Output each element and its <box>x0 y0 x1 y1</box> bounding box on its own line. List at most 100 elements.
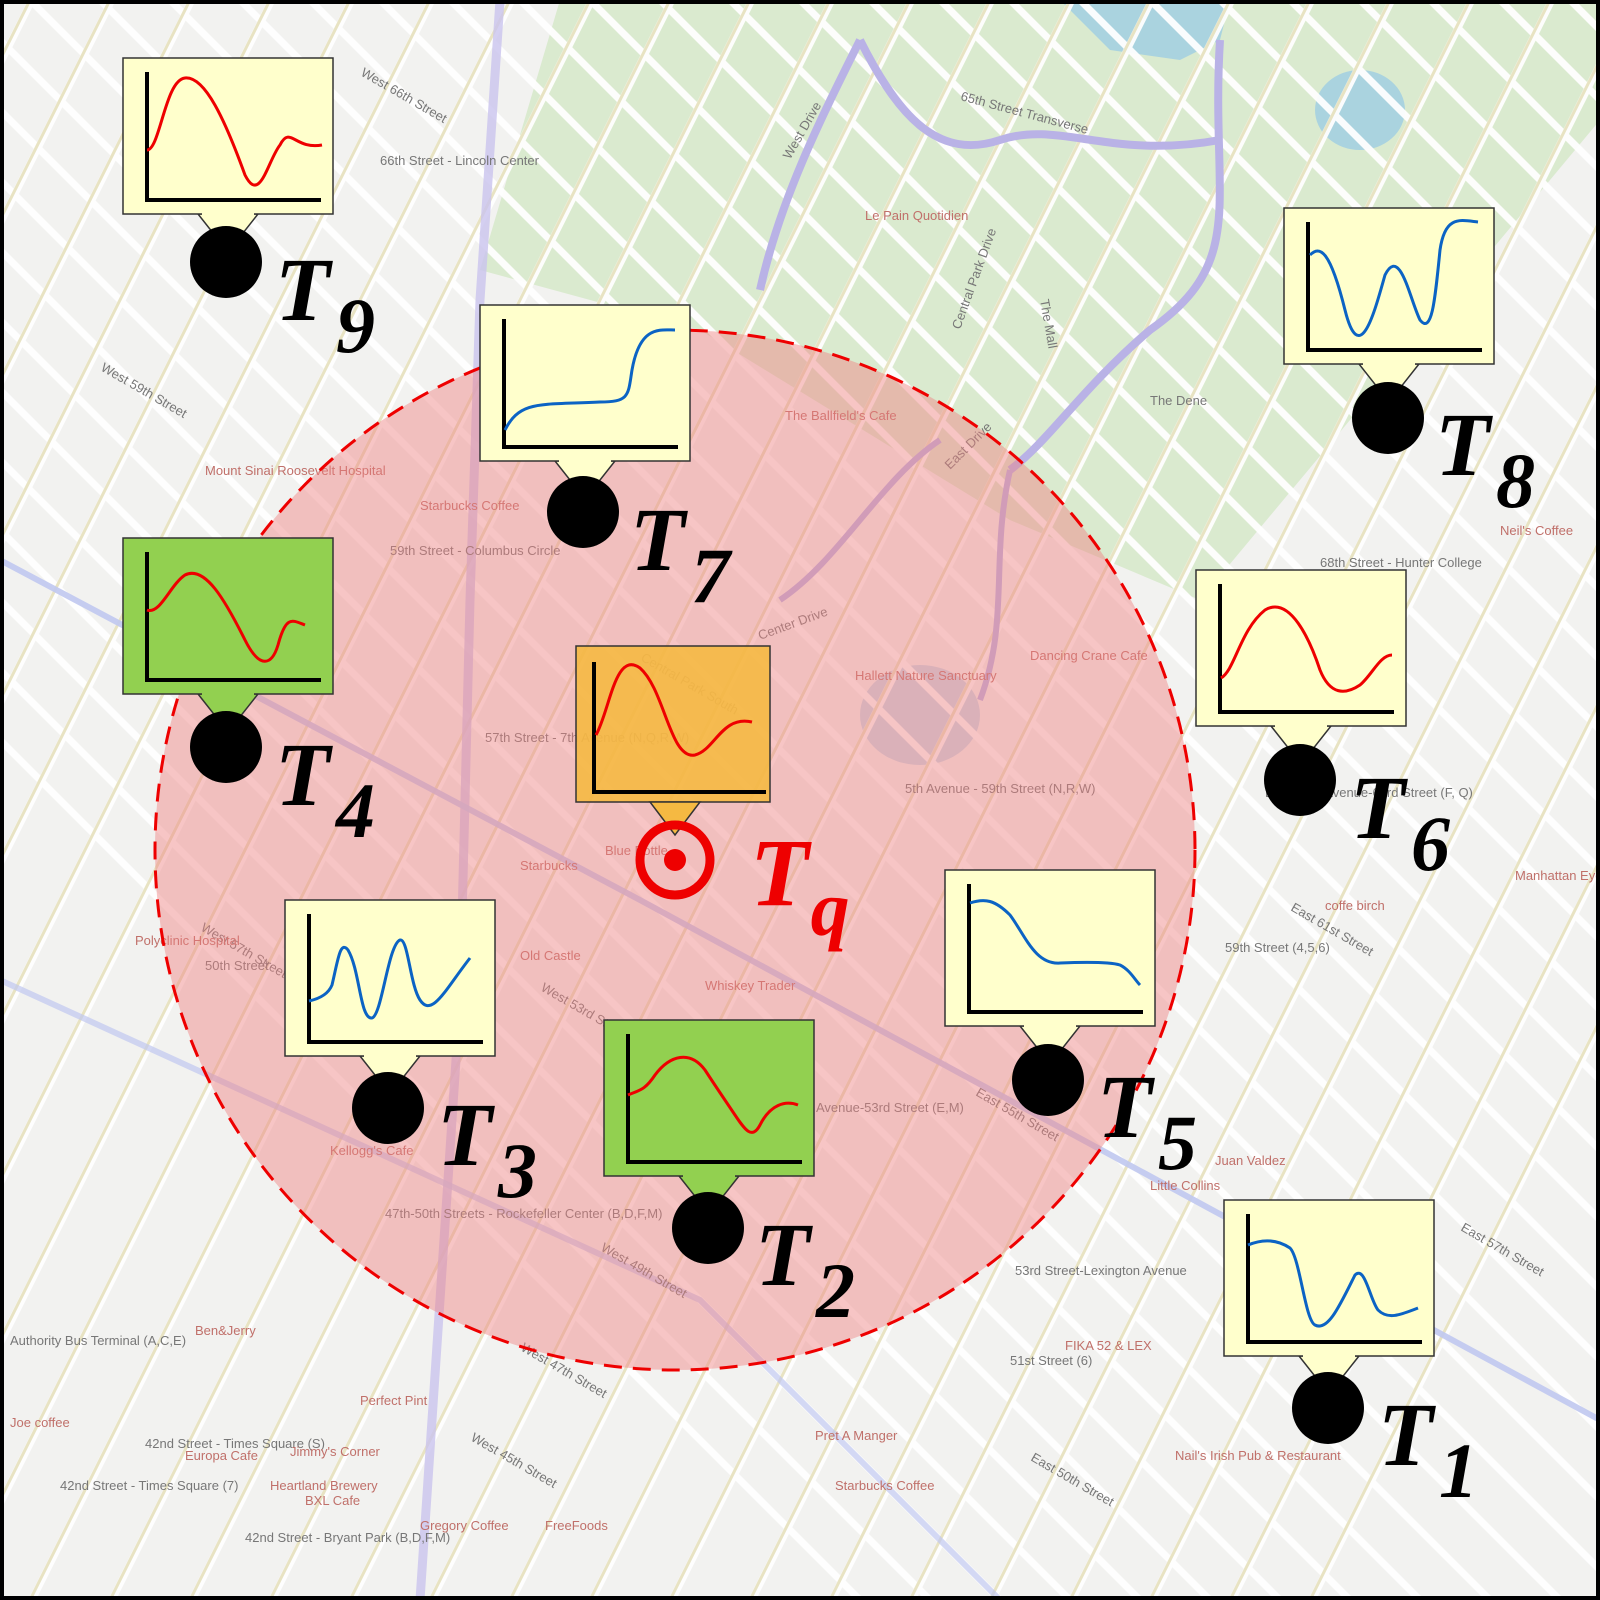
query-label: Tq <box>750 819 850 952</box>
sensor-t9[interactable]: T9 <box>122 57 375 369</box>
poi-label: FIKA 52 & LEX <box>1065 1338 1152 1353</box>
sensor-point-icon <box>190 226 262 298</box>
sensor-t6[interactable]: T6 <box>1195 569 1450 887</box>
sensor-t1[interactable]: T1 <box>1223 1199 1478 1514</box>
sensor-label: T6 <box>1350 759 1450 887</box>
time-series-line <box>1220 605 1393 693</box>
street <box>349 3 1151 1597</box>
street-label: 5th Avenue - 59th Street (N,R,W) <box>905 781 1096 796</box>
poi-label: Blue Bottle <box>605 843 668 858</box>
time-series-line <box>1308 219 1479 338</box>
sensor-label: T1 <box>1378 1386 1478 1514</box>
time-series-line <box>146 571 306 663</box>
avenue <box>3 3 195 386</box>
sensor-callout <box>1223 1199 1435 1357</box>
street <box>3 3 431 858</box>
street <box>3 3 751 1498</box>
avenue <box>1229 862 1597 1597</box>
sensor-label: T5 <box>1097 1058 1197 1186</box>
poi-label: Ben&Jerry <box>195 1323 256 1338</box>
sensor-label: T7 <box>630 491 733 619</box>
sensor-point-icon <box>547 476 619 548</box>
sensor-t7[interactable]: T7 <box>479 304 733 619</box>
chart-axes <box>626 1034 802 1164</box>
poi-label: Pret A Manger <box>815 1428 898 1443</box>
poi-label: Little Collins <box>1150 1178 1221 1193</box>
sensor-point-icon <box>1264 744 1336 816</box>
street <box>429 3 1231 1597</box>
sensor-t3[interactable]: T3 <box>284 899 537 1214</box>
avenue <box>109 3 915 1597</box>
sensor-t2[interactable]: T2 <box>603 1019 855 1334</box>
sensor-t4[interactable]: T4 <box>122 537 375 854</box>
chart-axes <box>967 884 1143 1014</box>
street <box>3 3 511 1018</box>
chart-axes <box>1246 1214 1422 1344</box>
target-icon <box>635 820 715 900</box>
subway-line <box>3 978 1002 1597</box>
query-marker[interactable]: Tq <box>575 645 850 952</box>
chart-axes <box>502 319 678 449</box>
poi-label: Kellogg's Cafe <box>330 1143 413 1158</box>
street-label: 42nd Street - Times Square (S) <box>145 1436 325 1451</box>
street <box>3 248 1352 1597</box>
sensor-t5[interactable]: T5 <box>944 869 1197 1186</box>
query-subscript: q <box>811 865 850 952</box>
park-drive <box>778 437 942 603</box>
street <box>3 388 1212 1597</box>
sensor-subscript: 4 <box>334 767 375 854</box>
sensor-t8[interactable]: T8 <box>1283 207 1535 524</box>
street-label: 59th Street - Columbus Circle <box>390 543 561 558</box>
sensor-callout <box>122 57 334 215</box>
sensor-callout <box>122 537 334 695</box>
street <box>1218 3 1597 382</box>
street <box>189 3 991 1597</box>
avenue <box>989 382 1597 1597</box>
street <box>3 3 191 378</box>
avenue <box>349 3 1155 1597</box>
poi-label: Whiskey Trader <box>705 978 796 993</box>
street-label: 66th Street - Lincoln Center <box>380 153 540 168</box>
poi-label: coffe birch <box>1325 898 1385 913</box>
poi-label: Manhattan Eye Ear and Throat Hospital <box>1515 868 1600 883</box>
street <box>1069 542 1597 1597</box>
sensor-label: T4 <box>275 726 375 854</box>
query-series <box>594 663 753 757</box>
avenue <box>3 3 675 1346</box>
street <box>589 3 1391 1597</box>
avenue <box>3 3 275 546</box>
park-drive <box>856 38 1221 150</box>
street-label: The Dene <box>1150 393 1207 408</box>
time-series-line <box>308 938 472 1020</box>
street <box>868 3 1597 732</box>
poi-label: Starbucks <box>520 858 578 873</box>
street <box>798 3 1597 802</box>
poi-label: Joe coffee <box>10 1415 70 1430</box>
street <box>3 668 932 1597</box>
street <box>1358 3 1597 242</box>
time-series-line <box>146 76 323 187</box>
sensor-subscript: 3 <box>497 1127 537 1214</box>
sensor-label: T2 <box>755 1206 855 1334</box>
time-series-line <box>969 899 1142 987</box>
street <box>448 3 1597 1152</box>
chart-axes <box>1218 584 1394 714</box>
street <box>3 3 271 538</box>
park-drive <box>756 38 864 291</box>
avenue <box>3 3 435 866</box>
sensor-callout <box>1283 207 1495 365</box>
avenue <box>29 3 835 1597</box>
chart-axes <box>307 914 483 1044</box>
poi-label: Nail's Irish Pub & Restaurant <box>1175 1448 1341 1463</box>
sensor-callout <box>479 304 691 462</box>
sensor-point-icon <box>1292 1372 1364 1444</box>
avenue <box>829 62 1597 1597</box>
street-label: Authority Bus Terminal (A,C,E) <box>10 1333 186 1348</box>
sensor-subscript: 2 <box>815 1247 855 1334</box>
street <box>829 62 1597 1597</box>
poi-label: Hallett Nature Sanctuary <box>855 668 997 683</box>
poi-label: Le Pain Quotidien <box>865 208 968 223</box>
street <box>1148 3 1597 452</box>
